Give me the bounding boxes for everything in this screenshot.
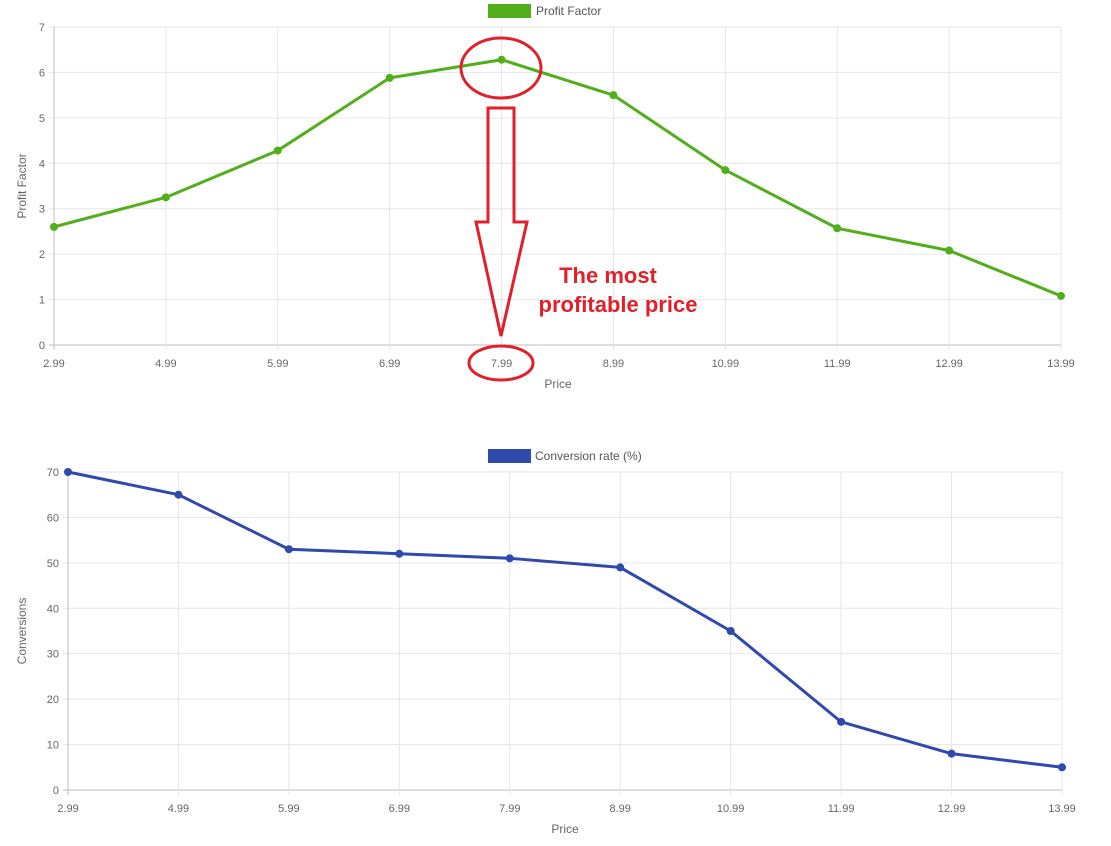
conversion-rate-y-tick-label: 70: [47, 467, 59, 479]
conversion-rate-data-point[interactable]: [726, 627, 735, 635]
conversion-rate-y-ticks: 0 10 20 30 40 50 60 70: [47, 467, 59, 797]
annotation-overlay: The most profitable price: [459, 36, 698, 382]
annotation-line-2: profitable price: [539, 292, 698, 317]
conversion-rate-data-point[interactable]: [174, 490, 183, 499]
profit-factor-x-ticks: 2.99 4.99 5.99 6.99 7.99 8.99 10.99 11.99 12.99 1…: [43, 358, 1074, 370]
profit-factor-series-line: [52, 58, 1063, 298]
conversion-rate-x-tick-label: 6.99: [389, 803, 410, 815]
conversion-rate-y-tick-label: 10: [47, 740, 59, 752]
conversion-rate-grid: [63, 471, 1063, 795]
annotation-line-1: The most: [559, 263, 657, 288]
best-price-highlight-circle: [467, 344, 535, 382]
profit-factor-x-tick-label: 8.99: [603, 358, 624, 370]
conversion-rate-x-tick-label: 2.99: [57, 803, 78, 815]
profit-factor-y-tick-label: 2: [39, 249, 45, 261]
profit-factor-y-ticks: 0 1 2 3 4 5 6 7: [39, 22, 45, 352]
conversion-rate-data-point[interactable]: [505, 554, 514, 563]
profit-factor-x-tick-label: 7.99: [491, 358, 512, 370]
legend-label-profit-factor: Profit Factor: [536, 4, 601, 18]
conversion-rate-x-tick-label: 11.99: [828, 803, 855, 815]
profit-factor-data-point[interactable]: [721, 166, 730, 175]
profit-factor-data-point[interactable]: [609, 91, 618, 100]
conversion-rate-y-axis-title: Conversions: [15, 598, 29, 665]
legend-label-conversion-rate: Conversion rate (%): [535, 449, 642, 463]
conversion-rate-x-tick-label: 10.99: [717, 803, 745, 815]
profit-factor-data-point[interactable]: [161, 193, 170, 202]
conversion-rate-data-point[interactable]: [616, 563, 625, 572]
conversion-rate-data-point[interactable]: [837, 717, 846, 726]
profit-factor-x-tick-label: 11.99: [824, 358, 851, 370]
profit-factor-x-tick-label: 5.99: [267, 358, 288, 370]
conversion-rate-y-tick-label: 40: [47, 603, 59, 615]
profit-factor-data-point[interactable]: [273, 146, 282, 155]
profit-factor-y-tick-label: 6: [39, 67, 45, 79]
profit-factor-y-axis-title: Profit Factor: [15, 153, 29, 218]
conversion-rate-x-tick-label: 7.99: [499, 803, 520, 815]
legend-swatch-conversion-rate: [488, 449, 531, 463]
conversion-rate-chart: 0 10 20 30 40 50 60 70 2.99 4.99 5.99 6.99 7.99 8.99…: [15, 449, 1076, 836]
profit-factor-y-tick-label: 7: [39, 22, 45, 34]
profit-factor-y-tick-label: 3: [39, 204, 45, 216]
profit-factor-data-point[interactable]: [833, 224, 842, 233]
profit-factor-x-tick-label: 13.99: [1047, 358, 1075, 370]
profit-factor-x-tick-label: 4.99: [155, 358, 176, 370]
conversion-rate-legend[interactable]: Conversion rate (%): [488, 449, 642, 463]
profit-factor-series: [50, 55, 1065, 300]
legend-swatch-profit-factor: [488, 4, 531, 18]
conversion-rate-y-tick-label: 60: [47, 512, 59, 524]
conversion-rate-y-tick-label: 0: [53, 785, 59, 797]
conversion-rate-x-tick-label: 5.99: [278, 803, 299, 815]
profit-factor-legend[interactable]: Profit Factor: [488, 4, 601, 18]
conversion-rate-data-point[interactable]: [395, 549, 404, 558]
profit-factor-x-tick-label: 2.99: [43, 358, 64, 370]
profit-factor-data-point[interactable]: [945, 246, 954, 255]
conversion-rate-x-tick-label: 8.99: [610, 803, 631, 815]
profit-factor-y-tick-label: 5: [39, 113, 45, 125]
down-arrow-icon: [474, 106, 529, 337]
conversion-rate-x-tick-label: 13.99: [1048, 803, 1076, 815]
profit-factor-x-tick-label: 10.99: [712, 358, 740, 370]
conversion-rate-data-point[interactable]: [284, 545, 293, 554]
profit-factor-chart: 0 1 2 3 4 5 6 7 2.99 4.99 5.99 6.99 7.99 8.99 10.99 11…: [15, 4, 1075, 391]
profit-factor-x-tick-label: 12.99: [935, 358, 963, 370]
profit-factor-x-tick-label: 6.99: [379, 358, 400, 370]
conversion-rate-x-tick-label: 12.99: [938, 803, 966, 815]
conversion-rate-y-tick-label: 30: [47, 649, 59, 661]
profit-factor-y-tick-label: 0: [39, 340, 45, 352]
profit-factor-data-point[interactable]: [50, 222, 58, 231]
conversion-rate-series-line: [66, 470, 1064, 769]
profit-factor-x-axis-title: Price: [544, 377, 572, 391]
profit-factor-data-point[interactable]: [497, 55, 506, 64]
conversion-rate-x-ticks: 2.99 4.99 5.99 6.99 7.99 8.99 10.99 11.99 12.99 1…: [57, 803, 1075, 815]
profit-factor-data-point[interactable]: [1057, 291, 1065, 300]
conversion-rate-x-axis-title: Price: [551, 822, 579, 836]
conversion-rate-x-tick-label: 4.99: [168, 803, 189, 815]
conversion-rate-data-point[interactable]: [947, 749, 956, 758]
conversion-rate-y-tick-label: 50: [47, 558, 59, 570]
conversion-rate-y-tick-label: 20: [47, 694, 59, 706]
profit-factor-data-point[interactable]: [385, 73, 394, 82]
profit-factor-y-tick-label: 4: [39, 158, 45, 170]
conversion-rate-data-point[interactable]: [1058, 763, 1066, 772]
conversion-rate-series: [64, 468, 1066, 772]
peak-highlight-circle: [459, 36, 543, 100]
conversion-rate-data-point[interactable]: [64, 468, 72, 476]
profit-factor-y-tick-label: 1: [39, 295, 45, 307]
